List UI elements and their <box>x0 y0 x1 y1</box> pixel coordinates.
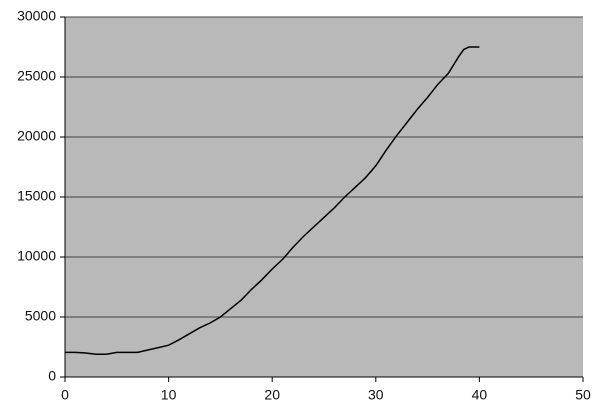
y-tick-label: 0 <box>48 368 56 384</box>
y-tick-label: 10000 <box>17 248 56 264</box>
x-tick-label: 10 <box>161 387 177 403</box>
line <box>65 46 480 355</box>
x-tick-label: 40 <box>472 387 488 403</box>
x-tick-label: 0 <box>61 387 69 403</box>
x-tick-label: 20 <box>264 387 280 403</box>
y-tick-label: 30000 <box>17 8 56 24</box>
y-tick-label: 15000 <box>17 188 56 204</box>
y-tick-label: 25000 <box>17 68 56 84</box>
y-tick-label: 20000 <box>17 128 56 144</box>
y-tick-label: 5000 <box>25 308 56 324</box>
x-tick-label: 30 <box>368 387 384 403</box>
x-tick-label: 50 <box>575 387 591 403</box>
